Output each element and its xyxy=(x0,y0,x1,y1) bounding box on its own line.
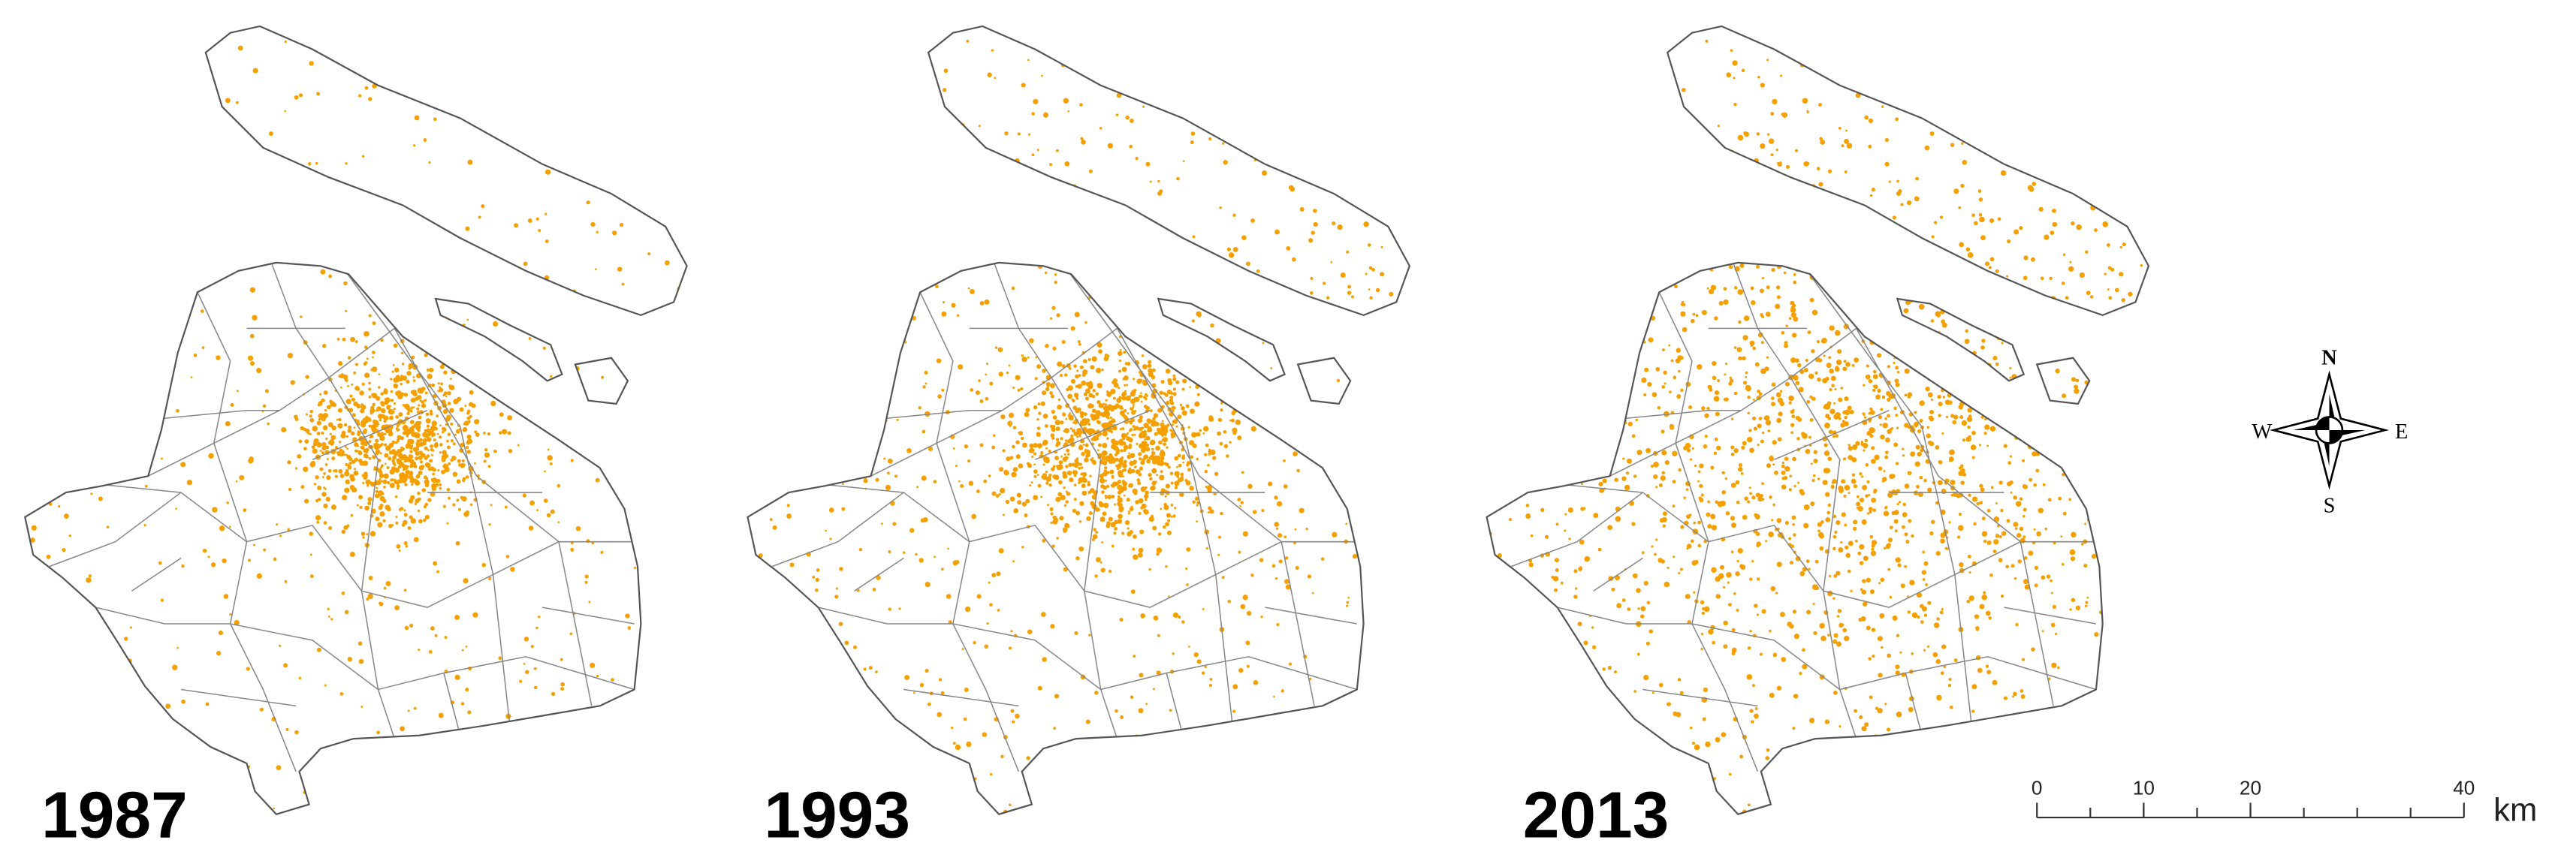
map-panel xyxy=(747,25,1410,815)
scale-label: 0 xyxy=(2032,776,2043,799)
scale-label: 40 xyxy=(2453,776,2475,799)
compass-south: S xyxy=(2324,494,2336,517)
year-label: 1993 xyxy=(764,778,910,851)
compass-west: W xyxy=(2252,420,2272,444)
scale-label: 20 xyxy=(2240,776,2261,799)
scale-bar: 0 10 20 40 km xyxy=(2032,776,2538,828)
land-fill xyxy=(747,26,1410,814)
year-label: 1987 xyxy=(41,778,188,851)
compass: N S W E xyxy=(2252,346,2408,517)
scale-unit: km xyxy=(2493,791,2537,828)
land-fill xyxy=(1486,26,2149,814)
map-panel xyxy=(24,25,688,815)
year-label: 2013 xyxy=(1523,778,1670,851)
scale-label: 10 xyxy=(2133,776,2155,799)
map-panel xyxy=(1486,25,2150,815)
compass-north: N xyxy=(2321,346,2337,369)
compass-east: E xyxy=(2395,420,2408,444)
